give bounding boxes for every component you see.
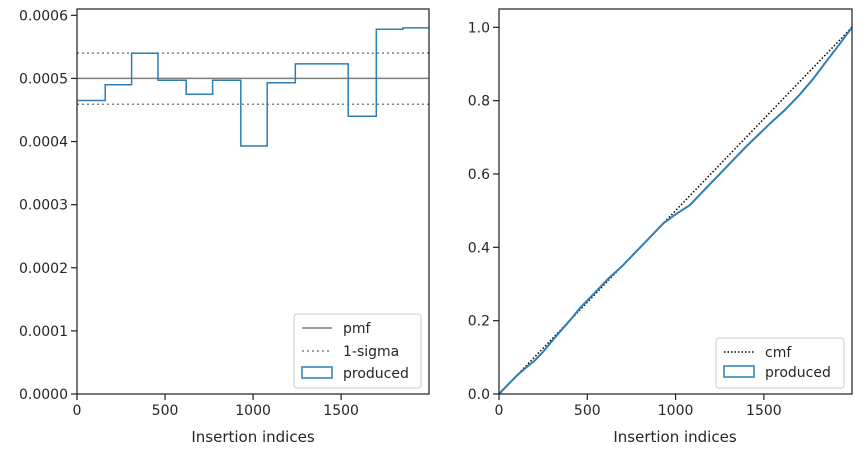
- legend-produced-patch: [301, 366, 333, 379]
- y-tick-label: 0.0001: [19, 324, 68, 340]
- x-tick-label: 0: [73, 403, 82, 419]
- left-x-ticks: 0 500 1000 1500: [73, 394, 359, 419]
- x-tick-label: 1500: [746, 403, 782, 419]
- y-tick-label: 1.0: [468, 20, 490, 36]
- left-x-axis-label: Insertion indices: [191, 428, 314, 446]
- y-tick-label: 0.2: [468, 314, 490, 330]
- left-legend: pmf 1-sigma produced: [293, 313, 422, 389]
- legend-cmf-label: cmf: [765, 345, 792, 361]
- right-legend-box: [715, 337, 845, 389]
- produced-cumulative-line: [498, 26, 853, 395]
- legend-produced-patch-right: [723, 365, 755, 378]
- y-tick-label: 0.0: [468, 387, 490, 403]
- x-tick-label: 500: [574, 403, 601, 419]
- y-tick-label: 0.4: [468, 240, 490, 256]
- legend-produced-label-right: produced: [765, 365, 831, 381]
- right-y-ticks: 0.0 0.2 0.4 0.6 0.8 1.0: [468, 20, 499, 403]
- x-tick-label: 0: [495, 403, 504, 419]
- x-tick-label: 500: [152, 403, 179, 419]
- left-y-ticks: 0.0000 0.0001 0.0002 0.0003 0.0004 0.0005 0.00…: [19, 8, 77, 403]
- y-tick-label: 0.0003: [19, 198, 68, 214]
- x-tick-label: 1000: [235, 403, 271, 419]
- y-tick-label: 0.8: [468, 94, 490, 110]
- right-x-axis-label: Insertion indices: [613, 428, 736, 446]
- y-tick-label: 0.6: [468, 167, 490, 183]
- legend-pmf-label: pmf: [343, 321, 372, 337]
- right-x-ticks: 0 500 1000 1500: [495, 394, 782, 419]
- left-legend-box: [293, 313, 422, 389]
- y-tick-label: 0.0000: [19, 387, 68, 403]
- legend-produced-label: produced: [343, 366, 409, 382]
- left-panel: 0 500 1000 1500 0.00000.00010.00020.00030.0…: [19, 8, 430, 446]
- x-tick-label: 1000: [658, 403, 694, 419]
- left-plot-marks: [77, 27, 429, 147]
- y-tick-label: 0.0005: [19, 71, 68, 87]
- right-plot-marks: [498, 26, 853, 395]
- produced-step-line: [77, 27, 429, 147]
- y-tick-label: 0.0006: [19, 8, 68, 24]
- legend-sigma-label: 1-sigma: [343, 344, 399, 360]
- right-panel: 0 500 1000 1500 0.0 0.2 0.4 0.6 0.8 1.0 Insertio…: [468, 8, 853, 446]
- y-tick-label: 0.0004: [19, 135, 68, 151]
- right-legend: cmf produced: [715, 337, 845, 389]
- y-tick-label: 0.0002: [19, 261, 68, 277]
- x-tick-label: 1500: [323, 403, 359, 419]
